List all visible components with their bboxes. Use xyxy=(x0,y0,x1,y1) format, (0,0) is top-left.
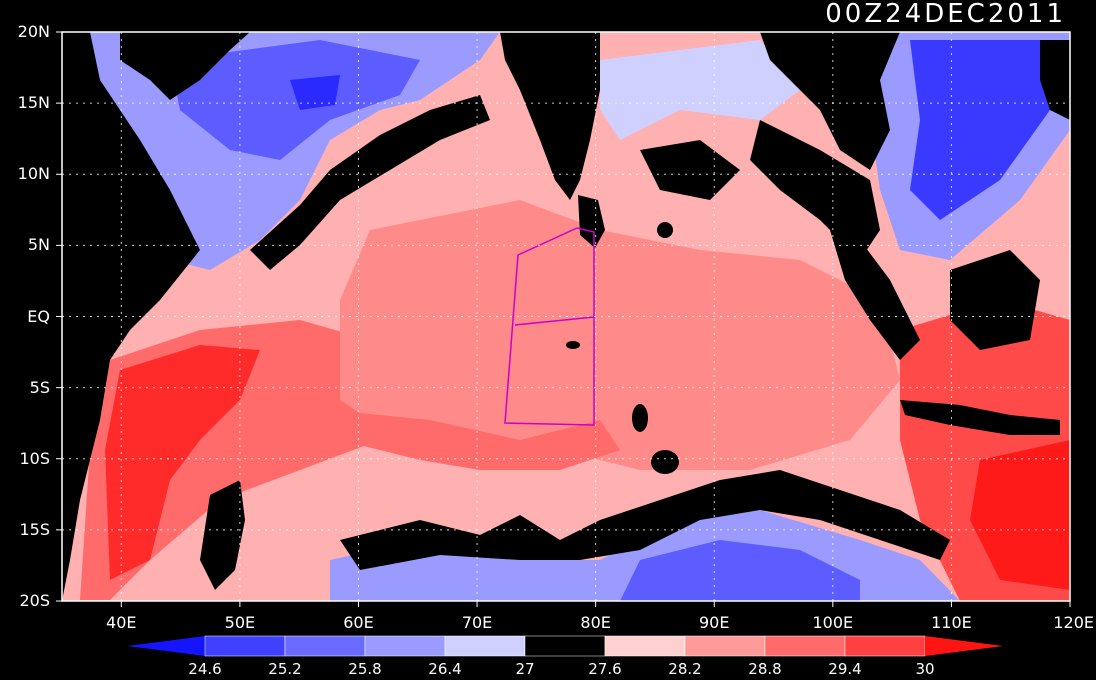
colorbar-level-label: 25.2 xyxy=(268,660,302,678)
lon-tick-label: 70E xyxy=(461,613,493,632)
lon-tick-label: 90E xyxy=(699,613,730,632)
black-band-south xyxy=(340,470,950,570)
colorbar-arrow-low xyxy=(127,636,205,656)
lon-tick-label: 100E xyxy=(812,613,854,632)
colorbar-arrow-high xyxy=(925,636,1003,656)
lat-tick-label: 10S xyxy=(19,448,50,468)
colorbar-level-label: 25.8 xyxy=(348,660,382,678)
black-band-east xyxy=(750,120,880,260)
colorbar-segment xyxy=(844,635,926,657)
land-india xyxy=(500,32,600,200)
arabian-sea-cold-core xyxy=(170,40,420,160)
lat-tick-label: 20N xyxy=(17,22,50,41)
colorbar-segment xyxy=(604,635,686,657)
lat-tick-label: EQ xyxy=(27,306,50,326)
land-arabia-north xyxy=(120,32,250,100)
south-china-sea-cold xyxy=(910,40,1060,220)
colorbar-level-label: 29.4 xyxy=(828,660,862,678)
island-south-1 xyxy=(651,450,679,474)
land-sri-lanka xyxy=(578,195,605,248)
colorbar-segment xyxy=(204,635,286,657)
island-bay xyxy=(657,222,673,238)
colorbar-segment xyxy=(684,635,766,657)
lon-tick-label: 60E xyxy=(343,613,374,632)
colorbar-level-label: 28.2 xyxy=(668,660,702,678)
colorbar-segment xyxy=(444,635,526,657)
colorbar-level-label: 26.4 xyxy=(428,660,462,678)
colorbar-segment xyxy=(764,635,846,657)
island-south-2 xyxy=(632,404,648,432)
island-chagos xyxy=(566,341,580,349)
land-java xyxy=(900,400,1060,435)
highlight-box-divider xyxy=(514,316,595,326)
lon-tick-label: 110E xyxy=(931,613,972,632)
colorbar-level-label: 28.8 xyxy=(748,660,782,678)
colorbar-segment xyxy=(284,635,366,657)
bay-of-bengal-cool xyxy=(600,40,800,140)
land-africa-arabia xyxy=(62,32,200,601)
warm-band-central xyxy=(330,410,620,470)
hot-region-east xyxy=(970,440,1070,590)
black-band-north xyxy=(250,95,490,270)
grid-lines xyxy=(56,31,1071,607)
lat-tick-label: 15S xyxy=(19,519,50,539)
southern-cold-core xyxy=(620,540,860,601)
colorbar-segment xyxy=(524,635,606,657)
colorbar-level-label: 27 xyxy=(515,660,535,678)
lat-tick-label: 15N xyxy=(17,93,50,113)
warm-region-central xyxy=(340,200,900,470)
land-borneo xyxy=(950,250,1040,350)
hot-region-west xyxy=(105,345,260,580)
land-sumatra xyxy=(830,230,920,360)
lon-tick-label: 50E xyxy=(224,613,256,632)
lon-tick-label: 120E xyxy=(1053,613,1094,632)
lon-tick-label: 40E xyxy=(106,613,137,632)
plot-frame xyxy=(61,31,1071,602)
colorbar-level-label: 24.6 xyxy=(188,660,222,678)
lon-tick-label: 80E xyxy=(580,613,611,632)
lat-tick-label: 20S xyxy=(19,591,50,610)
highlight-box xyxy=(504,227,595,426)
land-indochina xyxy=(760,32,900,170)
lat-tick-label: 10N xyxy=(17,164,50,184)
timestamp-title: 00Z24DEC2011 xyxy=(825,0,1066,29)
colorbar-level-label: 27.6 xyxy=(588,660,622,678)
land-madagascar xyxy=(200,480,245,590)
land-philippines xyxy=(1040,40,1070,120)
colorbar xyxy=(127,635,1003,657)
lat-tick-label: 5S xyxy=(29,377,50,397)
colorbar-level-label: 30 xyxy=(915,660,935,678)
black-patch-bay xyxy=(640,140,740,200)
map-field xyxy=(62,32,1070,601)
colorbar-segment xyxy=(364,635,446,657)
lat-tick-label: 5N xyxy=(27,235,50,255)
arabian-sea-coldest xyxy=(290,75,340,110)
